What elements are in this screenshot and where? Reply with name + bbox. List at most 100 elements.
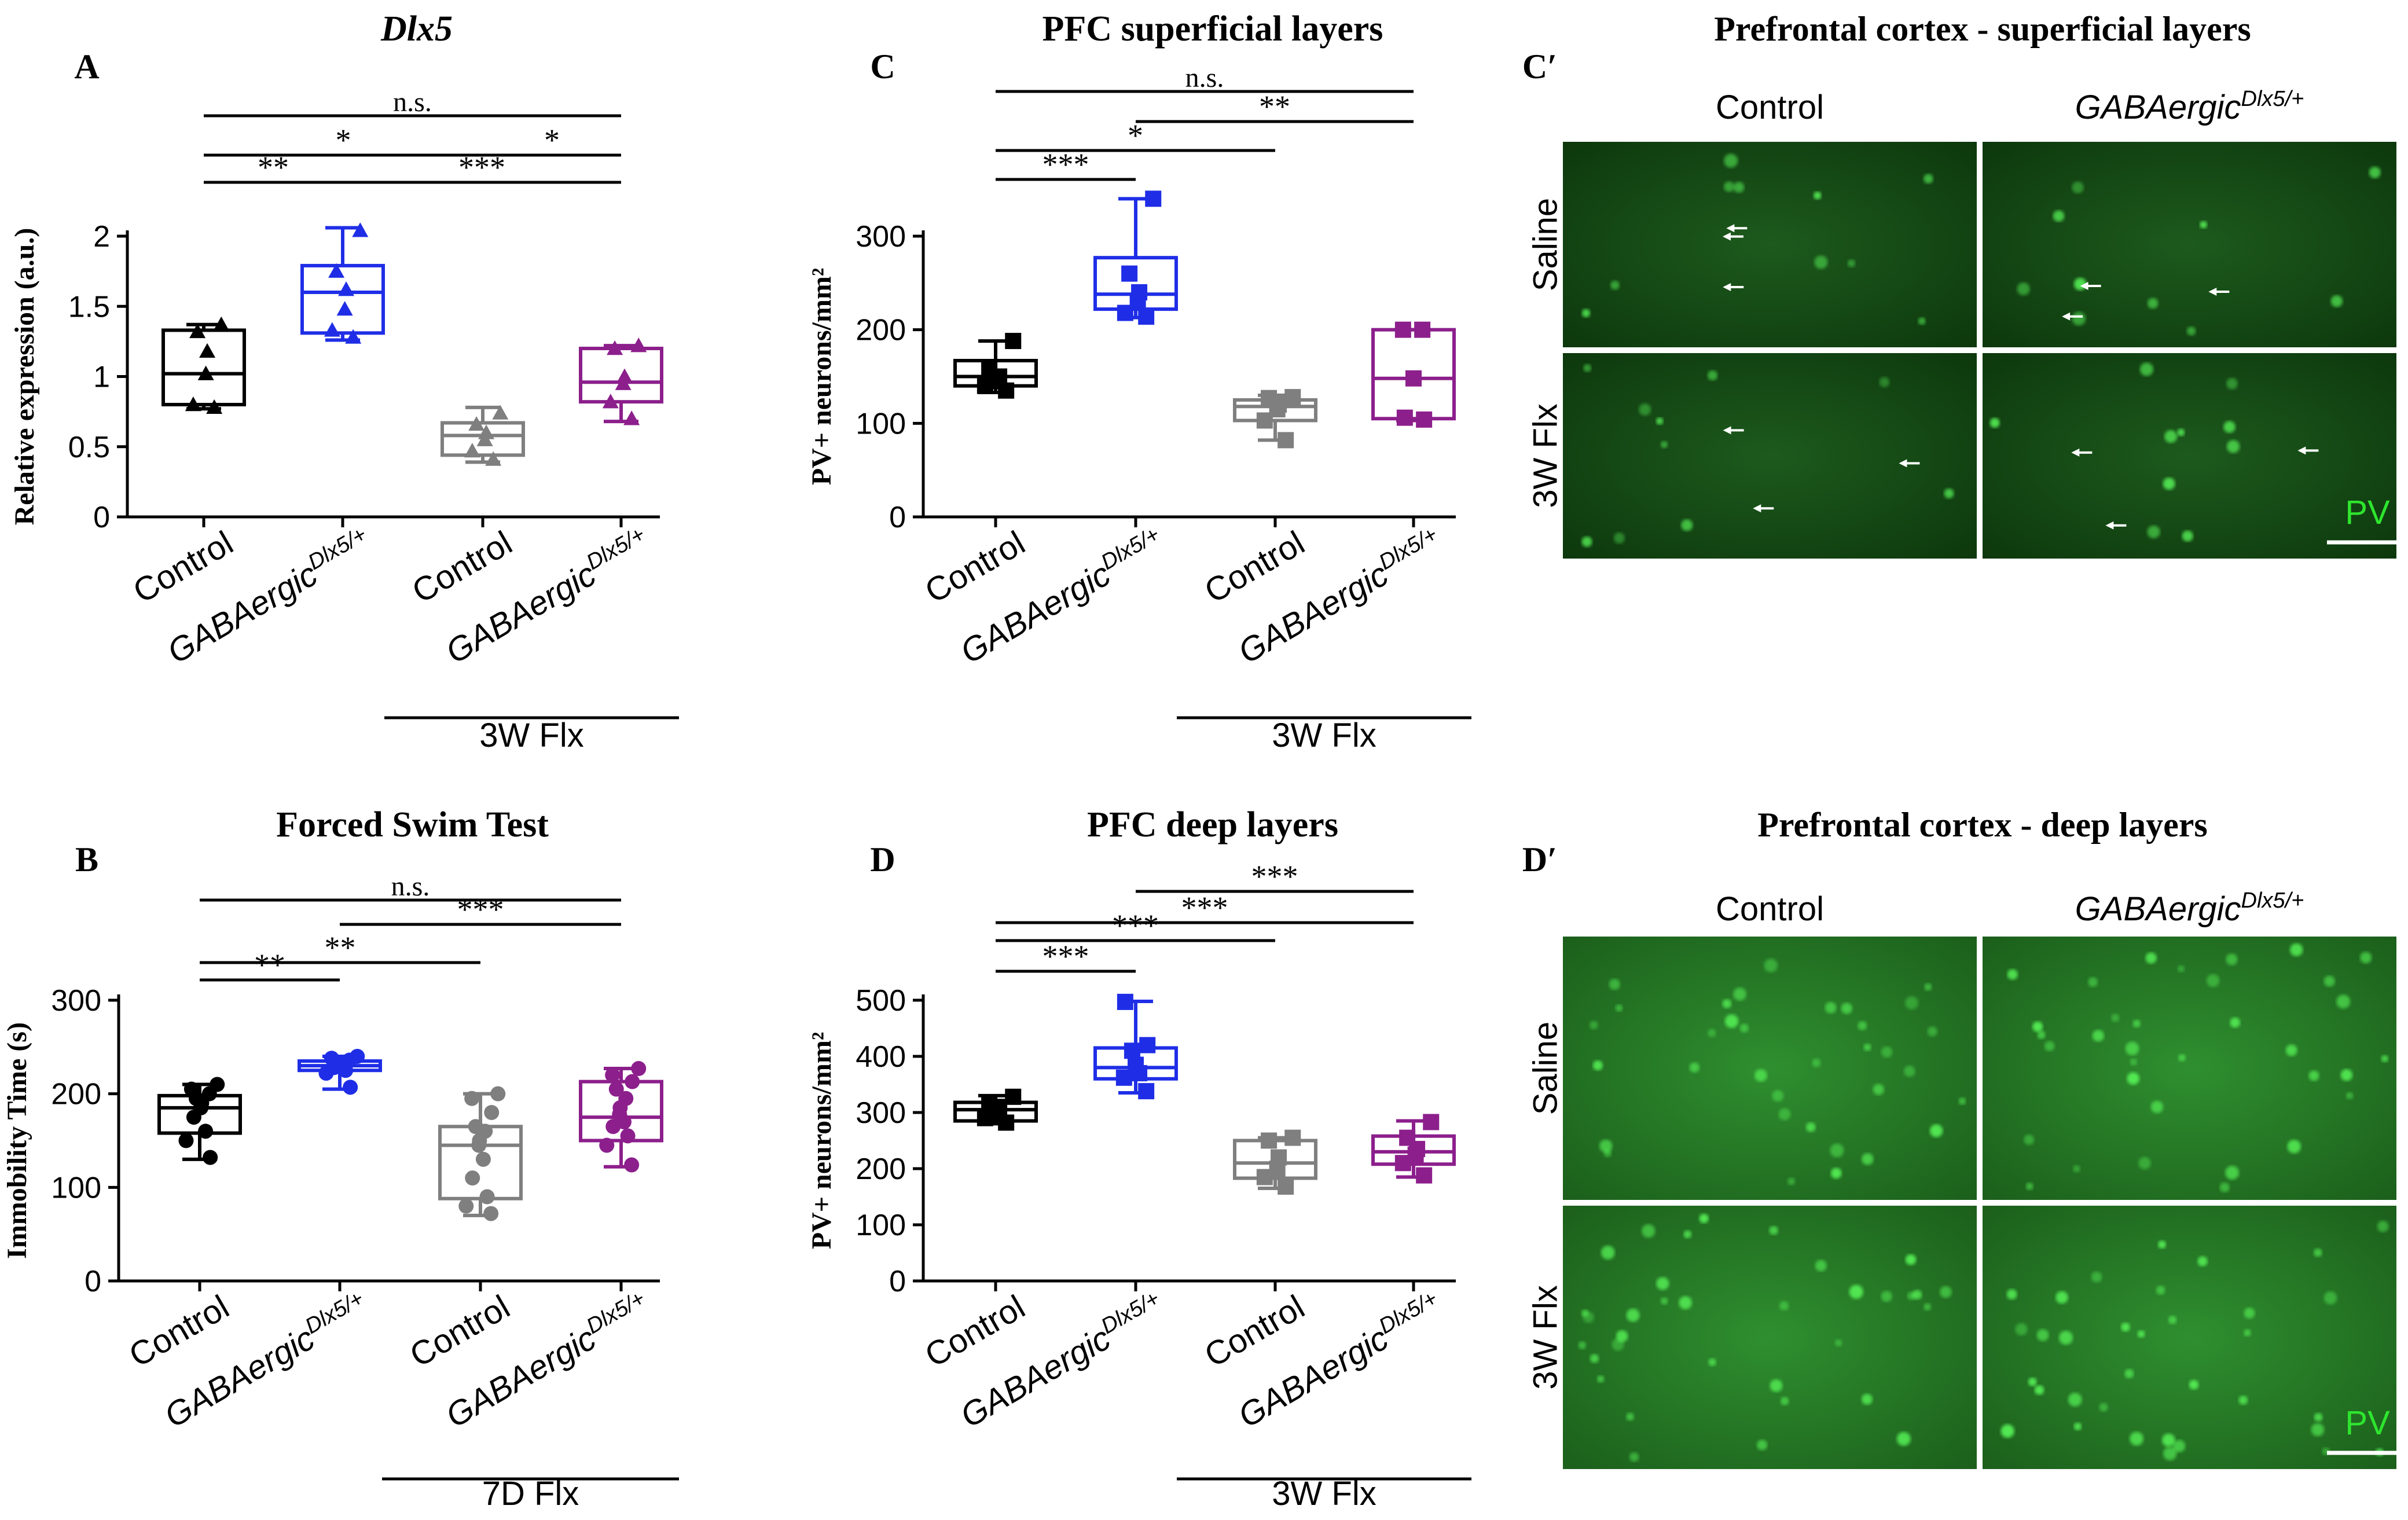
pv-cell (2037, 1030, 2046, 1040)
row-label: 3W Flx (1527, 403, 1565, 508)
arrowhead-icon (2062, 312, 2071, 321)
data-point (338, 281, 355, 296)
y-tick-label: 100 (856, 1209, 906, 1242)
pv-cell (2121, 1323, 2130, 1332)
pv-cell (2059, 1331, 2073, 1345)
pv-cell (2017, 282, 2030, 296)
data-point (599, 1137, 615, 1153)
box-iqr (579, 1080, 663, 1143)
pv-cell (1724, 181, 1735, 192)
x-tick-label-text: Control (403, 1288, 516, 1375)
pv-cell (1879, 377, 1890, 387)
data-point (198, 1124, 214, 1139)
column-label-text: Control (1716, 89, 1824, 126)
arrowhead-icon (1723, 426, 1731, 435)
column-label: GABAergicDlx5/+ (2075, 888, 2304, 928)
pv-cell (1779, 1301, 1789, 1310)
data-point (210, 1077, 225, 1092)
significance-label: *** (1112, 908, 1159, 943)
pv-cell (2088, 977, 2098, 987)
y-tick-label: 0 (889, 501, 906, 534)
pv-cell (1754, 1069, 1767, 1082)
column-label-sup: Dlx5/+ (2241, 87, 2304, 111)
data-point (484, 1105, 500, 1120)
significance-label: *** (1043, 939, 1089, 974)
pv-cell (2006, 1289, 2017, 1300)
pv-cell (2145, 952, 2157, 964)
data-point (199, 343, 216, 358)
micrograph-background (1983, 937, 2396, 1200)
micrograph-title: Prefrontal cortex - deep layers (1757, 806, 2208, 844)
pv-cell (1610, 280, 1620, 290)
panel-letter: B (75, 840, 98, 879)
arrowhead-icon (2297, 446, 2306, 455)
significance-label: * (1128, 118, 1143, 153)
data-point (178, 1133, 194, 1148)
pv-cell (1918, 317, 1926, 325)
pv-cell (1683, 1230, 1692, 1239)
pv-cell (2072, 311, 2086, 326)
pv-cell (1660, 1297, 1668, 1305)
pv-cell (1733, 987, 1746, 1001)
significance-label: n.s. (391, 871, 430, 902)
pv-cell (1814, 191, 1822, 200)
data-point (1423, 1114, 1440, 1130)
pv-cell (1708, 1029, 1716, 1037)
x-tick-label-sup: Dlx5/+ (1097, 522, 1163, 575)
pv-cell (2092, 1030, 2104, 1042)
pv-cell (1881, 1291, 1892, 1302)
data-point (478, 424, 495, 439)
pv-cell (2055, 1291, 2068, 1304)
pv-cell (2290, 943, 2303, 956)
significance-label: ** (258, 150, 289, 185)
data-point (1117, 993, 1133, 1010)
pv-cell (1707, 370, 1718, 381)
data-point (1399, 1129, 1416, 1146)
x-tick-label: Control (406, 524, 518, 611)
pv-cell (2024, 1135, 2035, 1145)
x-tick-label-text: Control (127, 524, 239, 611)
data-point (464, 1091, 480, 1106)
pv-cell (2238, 1396, 2248, 1405)
data-point (605, 1067, 621, 1083)
y-tick-label: 0 (889, 1265, 906, 1298)
data-point (1138, 309, 1155, 325)
micrograph-tile (1563, 353, 1977, 559)
x-tick-label-sup: Dlx5/+ (582, 1286, 649, 1339)
pv-cell (2230, 1017, 2240, 1028)
panel-B: B Forced Swim Test 0 100 200 300 Immobility Ti… (2, 805, 679, 1512)
x-tick-label-text: Control (406, 524, 518, 611)
arrowhead-icon (1723, 283, 1731, 292)
pv-cell (2173, 1440, 2186, 1452)
micrograph-background (1983, 142, 2396, 347)
x-tick-label: Control (403, 1288, 516, 1375)
x-tick-label: Control (123, 1288, 235, 1375)
pv-cell (1863, 1043, 1871, 1051)
x-tick-label: Control (919, 524, 1031, 611)
pv-cell (2177, 428, 2185, 436)
x-tick-label: Control (127, 524, 239, 611)
data-point (345, 329, 362, 344)
panel-letter: D′ (1522, 840, 1557, 879)
pv-cell (2285, 1044, 2297, 1056)
pv-cell (2177, 965, 2185, 972)
pv-cell (2138, 1156, 2151, 1170)
panel-C: C PFC superficial layers 0 100 200 300 PV+ neu… (806, 9, 1471, 754)
data-point (206, 399, 223, 414)
group-label: 3W Flx (1272, 1475, 1376, 1512)
pv-cell (2053, 210, 2065, 222)
data-point (631, 1061, 647, 1077)
pv-cell (2007, 969, 2018, 980)
y-tick-label: 400 (856, 1040, 906, 1074)
group-label: 3W Flx (1272, 717, 1376, 754)
micrograph-tile (1983, 937, 2396, 1200)
x-tick-label-text: Control (1198, 1288, 1311, 1375)
panel-A: A Dlx5 0 0.5 1 1.5 2 Relative expression (a.u.)… (9, 9, 679, 754)
pv-cell (1904, 1066, 1915, 1077)
pv-cell (1944, 489, 1954, 498)
pv-cell (1679, 1296, 1692, 1309)
pv-cell (1825, 1002, 1837, 1014)
significance-label: *** (1181, 890, 1228, 925)
pv-cell (1733, 182, 1745, 193)
column-label-text: GABAergic (2075, 89, 2241, 126)
